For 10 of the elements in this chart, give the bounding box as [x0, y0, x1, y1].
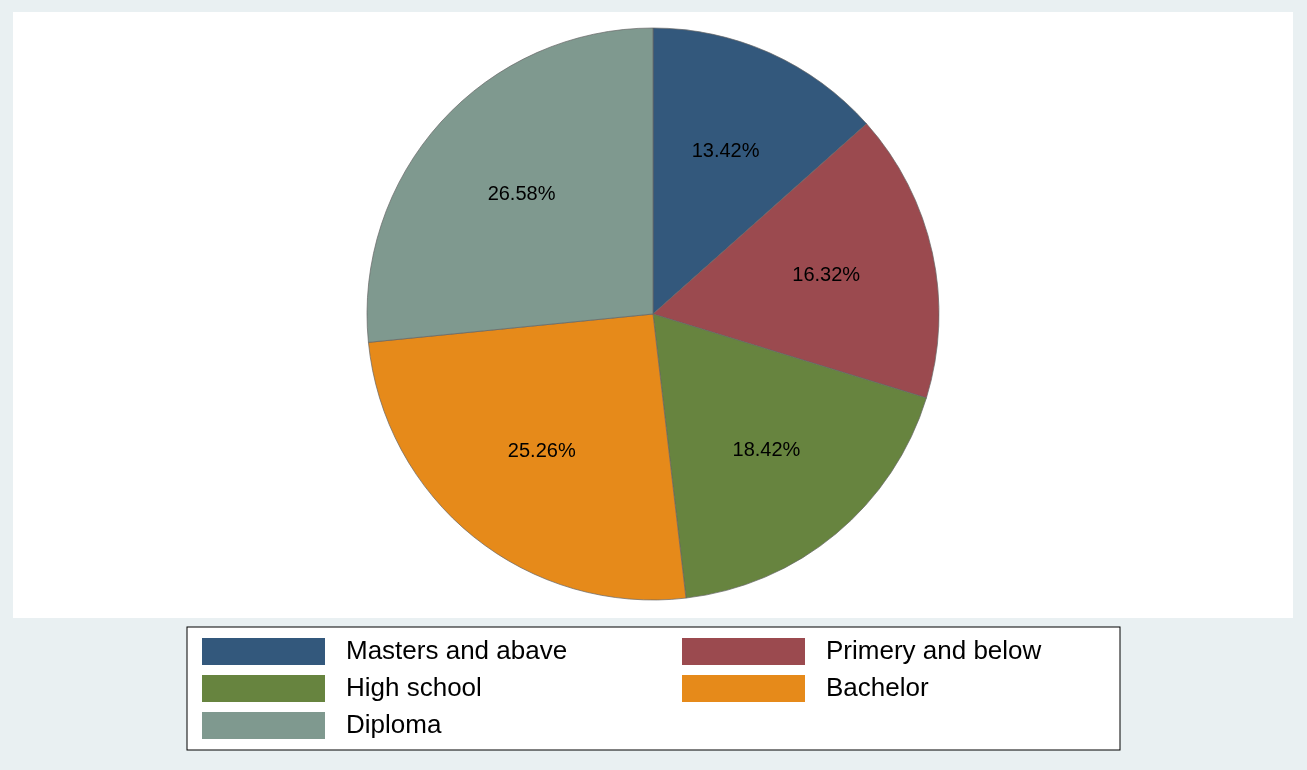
legend-label: Bachelor — [826, 671, 929, 702]
data-label: 26.58% — [487, 182, 556, 205]
data-label: 16.32% — [792, 263, 861, 286]
legend-label: High school — [346, 671, 482, 702]
data-label: 18.42% — [732, 437, 801, 460]
legend-label: Masters and abave — [346, 634, 568, 665]
data-label: 25.26% — [507, 439, 576, 462]
data-label: 13.42% — [691, 139, 760, 162]
legend-label: Diploma — [346, 708, 442, 739]
legend-label: Primery and below — [826, 634, 1042, 665]
